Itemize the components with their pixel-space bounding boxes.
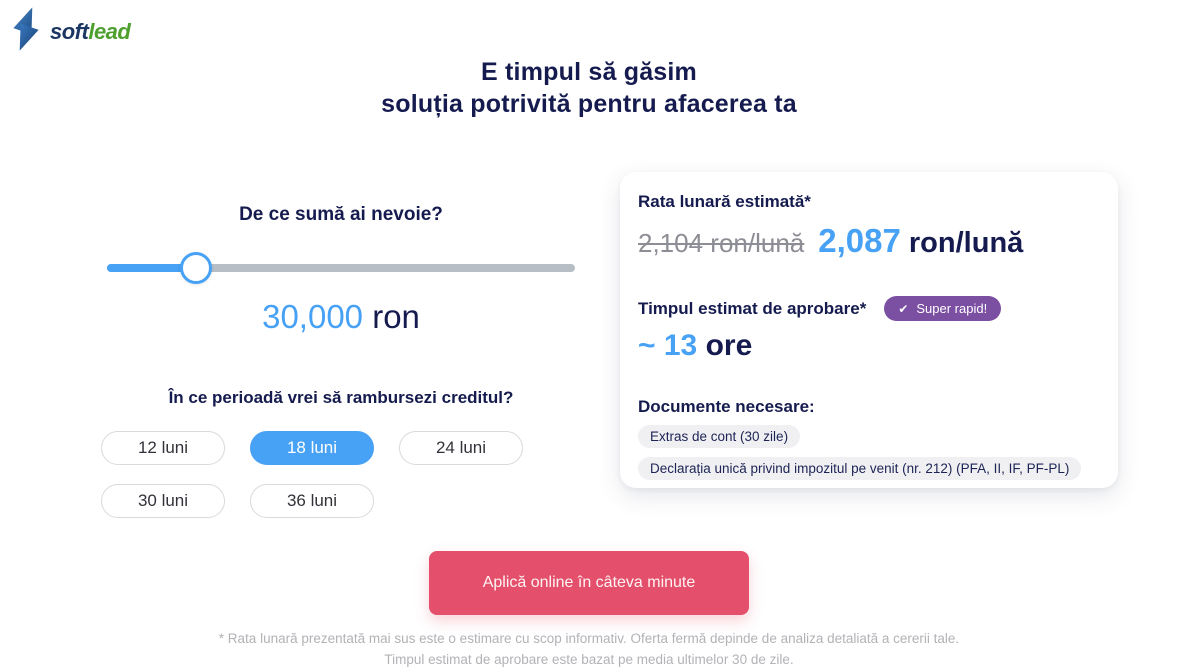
amount-slider[interactable] [107, 250, 575, 286]
rate-new: 2,087 ron/lună [818, 222, 1023, 260]
rate-title: Rata lunară estimată* [638, 192, 811, 211]
estimate-card: Rata lunară estimată* 2,104 ron/lună 2,0… [620, 172, 1118, 488]
period-option-12-luni[interactable]: 12 luni [101, 431, 225, 465]
logo-lead: lead [88, 18, 131, 44]
period-option-36-luni[interactable]: 36 luni [250, 484, 374, 518]
slider-track[interactable] [107, 264, 575, 272]
logo-wordmark: softlead [50, 18, 131, 45]
document-chip-declaratie-unica: Declarația unică privind impozitul pe ve… [638, 457, 1082, 480]
period-option-24-luni[interactable]: 24 luni [399, 431, 523, 465]
document-chip-extras-cont: Extras de cont (30 zile) [638, 425, 801, 448]
page-title: E timpul să găsim soluția potrivită pent… [0, 56, 1178, 120]
rate-old-value: 2,104 ron/lună [638, 228, 805, 258]
page-title-line1: E timpul să găsim [481, 58, 697, 86]
period-option-30-luni[interactable]: 30 luni [101, 484, 225, 518]
loan-configurator: De ce sumă ai nevoie? 30,000 ron În ce p… [101, 204, 575, 518]
documents-list: Extras de cont (30 zile) Declarația unic… [638, 417, 1100, 480]
rate-new-value: 2,087 [818, 222, 901, 259]
badge-label: Super rapid! [916, 301, 988, 316]
approval-header: Timpul estimat de aprobare* ✔ Super rapi… [638, 296, 1100, 321]
approval-hours-unit: ore [697, 329, 753, 362]
slider-thumb[interactable] [179, 252, 212, 284]
amount-value: 30,000 ron [107, 298, 575, 336]
amount-number: 30,000 [262, 298, 364, 335]
logo-soft: soft [50, 18, 89, 44]
approval-title: Timpul estimat de aprobare* [638, 298, 867, 318]
approval-value: ~ 13 ore [638, 329, 1100, 363]
rate-new-unit: ron/lună [900, 227, 1024, 259]
amount-question-label: De ce sumă ai nevoie? [239, 204, 443, 225]
period-options: 12 luni 18 luni 24 luni 30 luni 36 luni [101, 431, 531, 518]
period-question-label: În ce perioadă vrei să rambursezi credit… [168, 388, 514, 407]
approval-hours-number: ~ 13 [638, 329, 698, 362]
disclaimer-line2: Timpul estimat de aprobare este bazat pe… [384, 652, 794, 667]
documents-title: Documente necesare: [638, 397, 815, 416]
apply-online-button[interactable]: Aplică online în câteva minute [429, 551, 749, 615]
amount-currency: ron [363, 298, 420, 335]
bolt-icon [8, 6, 44, 57]
disclaimer-line1: * Rata lunară prezentată mai sus este o … [218, 631, 960, 646]
slider-fill [107, 264, 196, 272]
period-option-18-luni[interactable]: 18 luni [250, 431, 374, 465]
rate-values: 2,104 ron/lună 2,087 ron/lună [638, 222, 1100, 260]
check-icon: ✔ [898, 301, 909, 316]
super-fast-badge: ✔ Super rapid! [884, 296, 1002, 321]
softlead-logo[interactable]: softlead [8, 6, 131, 57]
disclaimer-text: * Rata lunară prezentată mai sus este o … [0, 628, 1178, 670]
page-title-line2: soluția potrivită pentru afacerea ta [381, 90, 797, 118]
